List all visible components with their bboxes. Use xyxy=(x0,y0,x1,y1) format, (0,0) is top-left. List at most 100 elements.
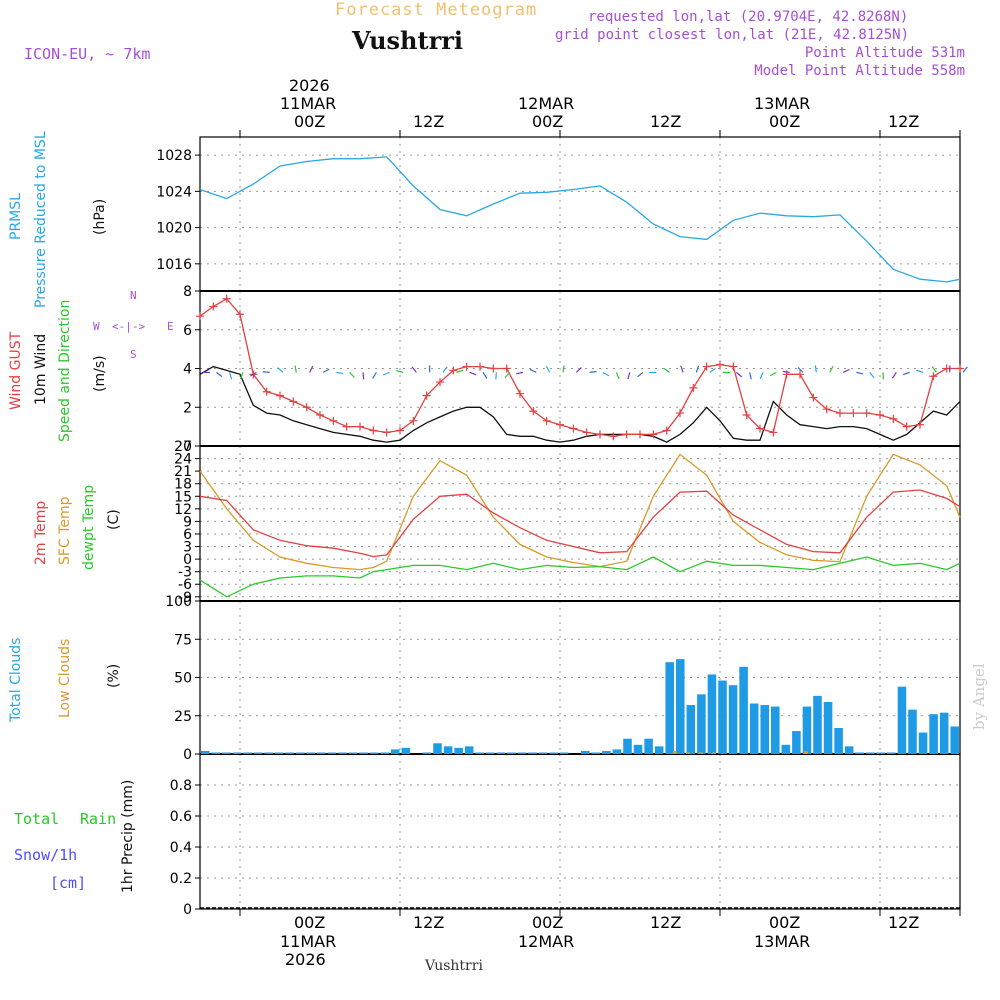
wind-gust-line-point-11 xyxy=(342,422,351,431)
ytick-label-4-0: 0 xyxy=(183,902,192,918)
wind-dir-arrow-19 xyxy=(456,369,464,373)
total-cloud-bar-18 xyxy=(391,749,400,754)
ytick-label-1-0: 0 xyxy=(183,439,192,455)
wind-gust-line-point-28 xyxy=(569,424,578,433)
ytick-label-1-4: 8 xyxy=(183,284,192,300)
precip-total-label: Total xyxy=(14,810,60,828)
wind-dir-arrow-38 xyxy=(709,367,716,373)
wind-dir-arrow-13 xyxy=(372,372,377,379)
total-cloud-bar-60 xyxy=(834,727,843,754)
wind-dir-arrow-33 xyxy=(637,371,644,378)
total-cloud-bar-37 xyxy=(591,752,601,754)
total-cloud-bar-68 xyxy=(918,732,928,754)
ytick-label-2-11: 24 xyxy=(174,452,192,468)
total-cloud-bar-52 xyxy=(749,703,759,754)
total-cloud-bar-8 xyxy=(285,752,294,754)
wind-dir-arrow-26 xyxy=(545,365,551,373)
wind-gust-line-point-35 xyxy=(662,426,671,435)
low-cloud-bar-37 xyxy=(685,752,690,754)
bottom-date-13mar: 13MAR xyxy=(754,932,811,951)
ytick-label-4-1: 0.2 xyxy=(170,871,192,887)
wind-gust-line-point-17 xyxy=(422,391,431,400)
total-cloud-bar-22 xyxy=(433,743,442,754)
bottom-date-11mar: 11MAR xyxy=(280,932,337,951)
ytick-label-2-3: 0 xyxy=(183,552,192,568)
top-date-13mar: 13MAR xyxy=(754,94,811,113)
wind-gust-line-point-49 xyxy=(849,409,858,418)
wind-dir-arrow-43 xyxy=(769,371,777,377)
wind-gust-line-point-6 xyxy=(276,391,284,400)
pressure-line xyxy=(199,156,961,283)
top-hour-3: 12Z xyxy=(650,112,682,131)
total-cloud-bar-41 xyxy=(633,744,643,754)
temp-2m-line xyxy=(199,489,961,558)
wind-gust-line-point-14 xyxy=(382,428,391,437)
total-cloud-bar-7 xyxy=(274,752,284,754)
wind-gust-line-point-15 xyxy=(396,426,404,435)
ytick-label-0-0: 1016 xyxy=(156,257,192,273)
total-cloud-bar-13 xyxy=(338,752,347,754)
wind-dir-arrow-21 xyxy=(482,372,488,379)
wind-gust-line-point-48 xyxy=(836,409,844,418)
ytick-label-4-2: 0.4 xyxy=(170,840,192,856)
wind-gust-line-point-22 xyxy=(489,364,498,373)
wind-dir-arrow-46 xyxy=(814,365,817,373)
ytick-label-3-0: 0 xyxy=(183,747,192,763)
top-hour-0: 00Z xyxy=(294,112,326,131)
wind-gust-line-point-46 xyxy=(809,393,818,402)
ytick-label-1-2: 4 xyxy=(183,362,192,378)
total-cloud-bar-39 xyxy=(612,749,622,754)
panel-frame-2 xyxy=(199,445,961,602)
wind-dir-arrow-5 xyxy=(262,371,270,373)
wind-gust-line-point-50 xyxy=(862,409,871,418)
wind-gust-line-point-3 xyxy=(236,310,244,319)
wind-gust-line-point-25 xyxy=(529,407,538,416)
compass-west: W xyxy=(93,320,100,333)
wind-dir-arrow-41 xyxy=(749,372,752,380)
wind-dir-arrow-14 xyxy=(382,371,390,376)
compass-arrows: <-|-> xyxy=(112,320,146,333)
wind-gust-line-point-27 xyxy=(556,420,564,429)
wind-gust-line-point-7 xyxy=(289,397,298,406)
total-cloud-bar-53 xyxy=(760,705,769,754)
total-cloud-bar-51 xyxy=(739,666,748,754)
wind-gust-line-point-42 xyxy=(756,424,764,433)
wind-dir-arrow-7 xyxy=(294,365,297,373)
total-cloud-bar-43 xyxy=(654,746,664,754)
wind-gust-line-point-2 xyxy=(222,294,231,303)
wind-dir-arrow-32 xyxy=(627,372,631,380)
ytick-label-0-3: 1028 xyxy=(156,148,192,164)
wind-dir-arrow-48 xyxy=(842,368,850,373)
wind-gust-line-point-26 xyxy=(542,416,551,425)
wind-gust-line-point-18 xyxy=(436,378,444,387)
ytick-label-2-10: 21 xyxy=(174,464,192,480)
ytick-label-2-7: 12 xyxy=(174,502,192,518)
wind-dir-arrow-8 xyxy=(309,365,314,373)
wind-dir-arrow-9 xyxy=(322,368,330,373)
total-cloud-bar-31 xyxy=(528,752,537,754)
ytick-label-2-5: 6 xyxy=(183,527,192,543)
total-cloud-bar-4 xyxy=(243,752,252,754)
total-cloud-bar-56 xyxy=(792,731,801,754)
wind-dir-arrow-57 xyxy=(962,366,968,373)
total-cloud-bar-6 xyxy=(264,752,273,754)
top-hour-5: 12Z xyxy=(888,112,920,131)
wind-gust-line-point-19 xyxy=(449,366,458,375)
total-cloud-bar-44 xyxy=(665,662,674,754)
total-cloud-bar-25 xyxy=(464,746,474,754)
wind-gust-line-point-31 xyxy=(609,432,618,441)
total-cloud-bar-16 xyxy=(369,752,379,754)
total-cloud-bar-59 xyxy=(823,701,833,754)
total-cloud-bar-9 xyxy=(296,752,305,754)
total-cloud-bar-46 xyxy=(686,705,696,754)
low-cloud-bar-39 xyxy=(712,752,717,754)
total-cloud-bar-45 xyxy=(676,659,685,754)
wind-dir-arrow-31 xyxy=(615,372,620,380)
total-cloud-bar-48 xyxy=(707,674,717,754)
total-cloud-bar-19 xyxy=(401,747,411,754)
ytick-label-3-4: 100 xyxy=(165,594,192,610)
top-year: 2026 xyxy=(289,76,330,95)
wind-gust-line-point-21 xyxy=(476,362,484,371)
total-cloud-bar-15 xyxy=(359,752,368,754)
